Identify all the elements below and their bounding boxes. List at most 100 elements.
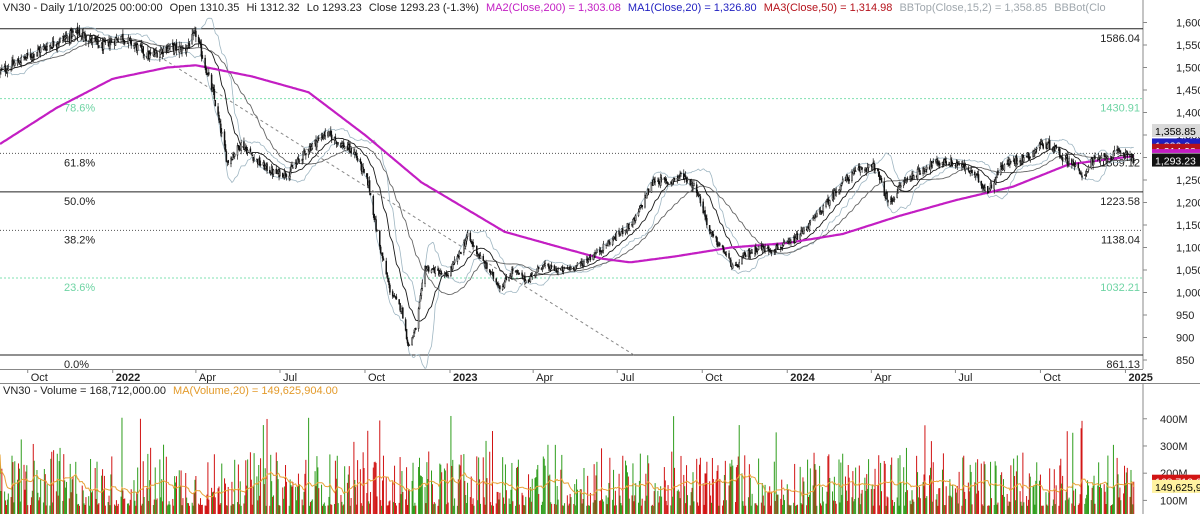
volume-bar [1033, 485, 1035, 514]
volume-bar [650, 505, 652, 514]
volume-bar [204, 505, 206, 514]
volume-chart-panel[interactable]: 100M200M300M400M168,712,0149,625,9 VN30 … [0, 383, 1200, 514]
volume-bar [1092, 486, 1094, 514]
candle-body [729, 258, 731, 260]
price-chart-panel[interactable]: 850 900 950 1,000 1,050 1,100 1,150 1,200 1,250 1… [0, 0, 1200, 369]
candle-body [387, 278, 389, 282]
volume-bar [349, 505, 351, 514]
candle-body [466, 232, 469, 237]
volume-bar [782, 504, 784, 514]
volume-bar [147, 453, 149, 514]
volume-bar [335, 478, 337, 514]
candle-body [7, 67, 10, 71]
candle-body [1100, 154, 1103, 158]
candle-body [479, 255, 482, 259]
volume-bar [678, 491, 680, 514]
volume-bar [136, 492, 138, 514]
bollinger-top-line [0, 17, 1134, 303]
volume-chart[interactable]: 100M200M300M400M168,712,0149,625,9 [0, 383, 1200, 514]
volume-bar [111, 456, 113, 514]
volume-bar [1040, 505, 1042, 514]
candle-body [296, 158, 299, 164]
candle-body [524, 275, 526, 283]
volume-bar [967, 482, 969, 514]
volume-bar [525, 496, 527, 514]
candle-body [59, 38, 61, 43]
candle-body [741, 257, 743, 264]
volume-bar [911, 490, 913, 514]
candle-body [1032, 151, 1034, 157]
volume-bar [376, 496, 378, 514]
candle-body [1068, 157, 1070, 164]
volume-bar [502, 457, 504, 514]
candle-body [886, 191, 888, 200]
volume-bar [1002, 494, 1004, 514]
candle-body [1060, 155, 1062, 158]
volume-bar [207, 462, 209, 514]
volume-bar [456, 505, 458, 514]
volume-bar [149, 480, 151, 514]
candle-body [1029, 157, 1032, 161]
candle-body [275, 168, 278, 174]
volume-bar [1119, 487, 1121, 514]
candle-body [944, 158, 947, 163]
candle-body [1113, 150, 1116, 154]
volume-bar [432, 504, 434, 514]
volume-bar [580, 489, 582, 514]
candle-body [1119, 150, 1121, 153]
volume-bar [795, 505, 797, 514]
volume-bar [605, 495, 607, 514]
volume-bar [386, 505, 388, 514]
candle-body [503, 281, 506, 288]
volume-bar [522, 495, 524, 514]
volume-bar [680, 455, 682, 514]
volume-bar [1130, 469, 1132, 514]
volume-bar [877, 485, 879, 514]
candle-body [1126, 151, 1129, 157]
volume-bar [994, 461, 996, 514]
candle-body [516, 270, 519, 274]
volume-bar [221, 463, 223, 514]
volume-bar [309, 502, 311, 514]
candle-body [78, 29, 81, 36]
volume-bar [178, 470, 180, 514]
candle-body [637, 211, 640, 216]
volume-bar [465, 495, 467, 514]
volume-bar [671, 451, 673, 514]
volume-bar [568, 503, 570, 514]
volume-bar [165, 456, 167, 514]
candle-body [1048, 140, 1051, 150]
volume-bar [273, 495, 275, 514]
volume-bar [786, 484, 788, 514]
volume-bar [478, 457, 480, 514]
volume-bar [641, 498, 643, 514]
candle-body [997, 170, 999, 176]
price-chart[interactable]: 850 900 950 1,000 1,050 1,100 1,150 1,200 1,250 1… [0, 0, 1200, 369]
candle-body [587, 259, 590, 262]
candle-body [49, 45, 51, 47]
volume-bar [689, 505, 691, 514]
candle-body [127, 37, 130, 44]
volume-bar [963, 455, 965, 514]
candle-body [404, 319, 407, 331]
candle-body [136, 44, 139, 51]
volume-bar [1113, 486, 1115, 514]
volume-bar [896, 497, 898, 514]
fib-level-percent: 0.0% [64, 359, 89, 369]
candle-body [970, 168, 972, 171]
candle-body [874, 168, 876, 171]
volume-bar [205, 505, 207, 514]
candle-body [796, 233, 799, 240]
date-axis-label: Apr [874, 372, 891, 383]
candle-body [878, 174, 881, 181]
candle-body [1077, 163, 1080, 169]
candle-body [1112, 151, 1115, 158]
candle-body [311, 143, 314, 149]
fib-level-price: 861.13 [1106, 359, 1140, 369]
candle-body [424, 266, 426, 284]
candle-body [1092, 161, 1094, 166]
volume-bar [399, 457, 401, 514]
candle-body [644, 195, 646, 208]
candle-body [974, 171, 976, 176]
volume-bar [702, 483, 704, 514]
